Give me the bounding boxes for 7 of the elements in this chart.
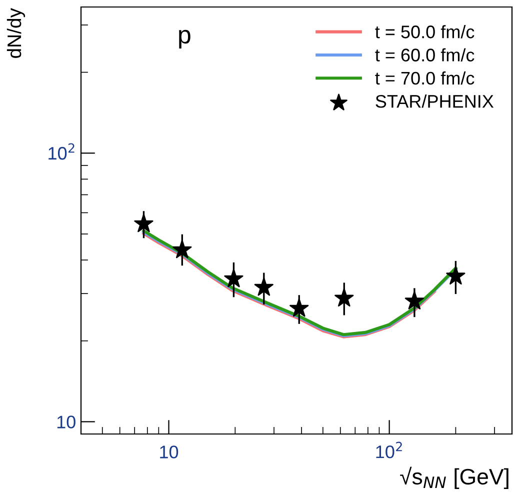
- legend-label: t = 50.0 fm/c: [375, 25, 474, 38]
- x-axis-title: √s$_{NN}$ [GeV]: [400, 466, 508, 489]
- legend-label: t = 70.0 fm/c: [375, 71, 474, 85]
- y-axis-title: dN/dy: [6, 8, 26, 58]
- legend-label: STAR/PHENIX: [376, 94, 494, 108]
- annotation: p: [179, 30, 190, 49]
- legend-label: t = 60.0 fm/c: [375, 48, 474, 62]
